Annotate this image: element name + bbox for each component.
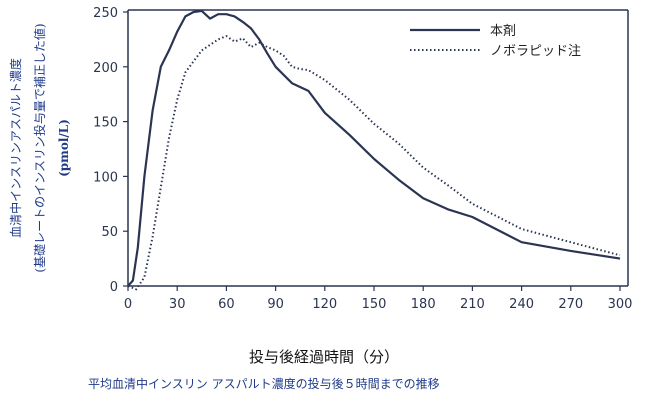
- tick-labels: 0 30 60 90 120 150 180 210 240 270 300 0 50 100 150 200…: [93, 6, 632, 312]
- y-tick-label: 250: [93, 6, 118, 21]
- y-axis-label-line: 血清中インスリンアスパルト濃度: [8, 58, 23, 238]
- x-tick-label: 300: [608, 297, 633, 312]
- y-tick-label: 150: [93, 116, 118, 131]
- y-tick-label: 200: [93, 61, 118, 76]
- x-tick-label: 0: [124, 297, 132, 312]
- y-tick-label: 100: [93, 170, 118, 185]
- x-tick-label: 210: [460, 297, 485, 312]
- figure-caption: 平均血清中インスリン アスパルト濃度の投与後５時間までの推移: [88, 377, 440, 391]
- y-tick-label: 0: [110, 280, 118, 295]
- x-tick-label: 270: [558, 297, 583, 312]
- y-axis-label-line: (pmol/L): [57, 119, 71, 177]
- x-tick-label: 240: [509, 297, 534, 312]
- insulin-concentration-chart: 血清中インスリンアスパルト濃度 (基礎レートのインスリン投与量で補正した値) (pm…: [8, 6, 632, 312]
- axes: [123, 9, 629, 291]
- y-tick-label: 50: [101, 225, 118, 240]
- x-tick-label: 30: [169, 297, 186, 312]
- y-axis-label: 血清中インスリンアスパルト濃度 (基礎レートのインスリン投与量で補正した値) (pm…: [8, 23, 71, 272]
- x-tick-label: 90: [267, 297, 284, 312]
- series-line-1: [127, 35, 621, 291]
- legend-label: ノボラピッド注: [490, 44, 581, 59]
- x-tick-label: 120: [312, 297, 337, 312]
- series-line-0: [127, 9, 621, 287]
- y-axis-label-line: (基礎レートのインスリン投与量で補正した値): [32, 23, 47, 272]
- x-tick-label: 180: [411, 297, 436, 312]
- series-lines: [127, 9, 621, 291]
- legend-label: 本剤: [490, 23, 516, 39]
- x-tick-label: 150: [362, 297, 387, 312]
- x-tick-label: 60: [218, 297, 235, 312]
- x-axis-label: 投与後経過時間（分）: [248, 348, 399, 366]
